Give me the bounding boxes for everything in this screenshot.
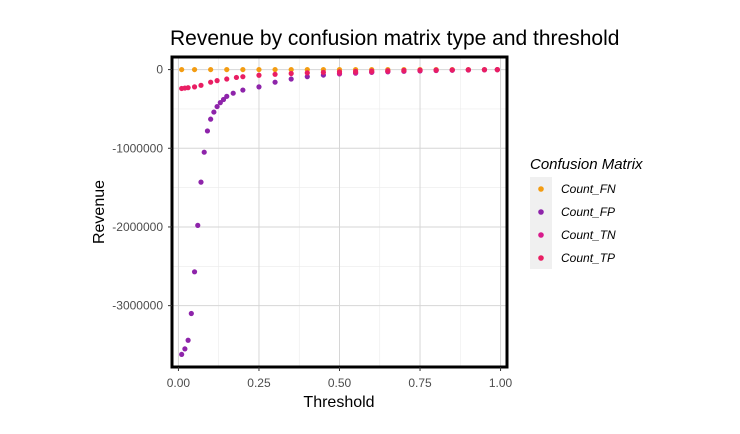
data-point [204,128,211,134]
legend-key-Count_FP [538,209,544,215]
data-point [288,70,294,77]
data-point [465,67,471,73]
data-point [185,337,191,343]
legend-label: Count_FP [561,205,615,219]
data-point [272,79,278,85]
data-point [240,87,246,93]
legend-label: Count_TP [561,251,615,265]
series-Count_TP [179,67,500,92]
data-point [185,85,191,91]
data-point [214,103,220,110]
y-tick-label: -3000000 [112,299,163,313]
data-point [353,68,359,74]
data-point [233,74,240,81]
data-point [191,269,198,275]
legend-items: Count_FN Count_FP Count_TN Count_TP [538,182,616,265]
legend-key-Count_TP [538,255,544,261]
x-tick-label: 0.50 [328,376,352,390]
data-point [494,67,500,73]
data-point [256,66,262,73]
data-point [385,68,391,74]
data-point [208,116,214,122]
data-point [272,66,278,73]
data-point [240,66,246,73]
data-point [188,310,194,317]
data-point [195,222,201,228]
x-tick-label: 0.75 [408,376,432,390]
data-point [224,93,230,99]
chart-title: Revenue by confusion matrix type and thr… [170,27,619,50]
data-point [449,67,455,73]
data-point [336,69,343,75]
data-point [288,76,294,82]
y-tick-label: -2000000 [112,220,163,234]
legend-title: Confusion Matrix [530,156,643,173]
data-point [230,90,236,96]
data-point [256,72,262,78]
legend: Confusion Matrix Count_FN Count_FP Count_T… [530,156,643,269]
legend-label: Count_FN [561,182,616,196]
data-point [198,82,204,88]
data-point [211,109,217,115]
data-point [417,67,423,73]
data-point [217,100,223,106]
data-point [304,74,310,80]
y-tick-label: -1000000 [112,141,163,155]
data-point [201,149,207,155]
x-axis-ticks: 0.00 0.25 0.50 0.75 1.00 [167,367,513,390]
data-point [182,346,188,352]
data-points [179,66,500,358]
y-axis-label: Revenue [91,180,108,244]
data-point [179,66,185,73]
legend-key-Count_TN [538,232,544,238]
legend-key-background [530,177,552,269]
data-point [401,67,407,73]
data-point [288,66,294,73]
data-point [256,84,262,90]
data-point [240,74,246,80]
data-point [208,79,214,85]
data-point [208,66,214,73]
data-point [214,78,220,84]
data-point [481,67,488,73]
x-axis-label: Threshold [303,394,374,411]
data-point [433,67,439,73]
y-tick-label: 0 [156,63,163,77]
y-axis-ticks: 0 -1000000 -2000000 -3000000 [112,63,172,313]
data-point [191,84,198,90]
x-tick-label: 1.00 [489,376,513,390]
legend-label: Count_TN [561,228,616,242]
data-point [272,71,278,77]
x-tick-label: 0.25 [247,376,271,390]
data-point [224,76,230,82]
data-point [179,351,185,358]
data-point [304,70,310,76]
data-point [198,179,204,185]
data-point [191,66,198,73]
data-point [220,96,227,103]
data-point [320,69,326,75]
data-point [369,68,375,74]
legend-key-Count_FN [538,186,544,192]
x-tick-label: 0.00 [167,376,191,390]
data-point [224,66,230,73]
